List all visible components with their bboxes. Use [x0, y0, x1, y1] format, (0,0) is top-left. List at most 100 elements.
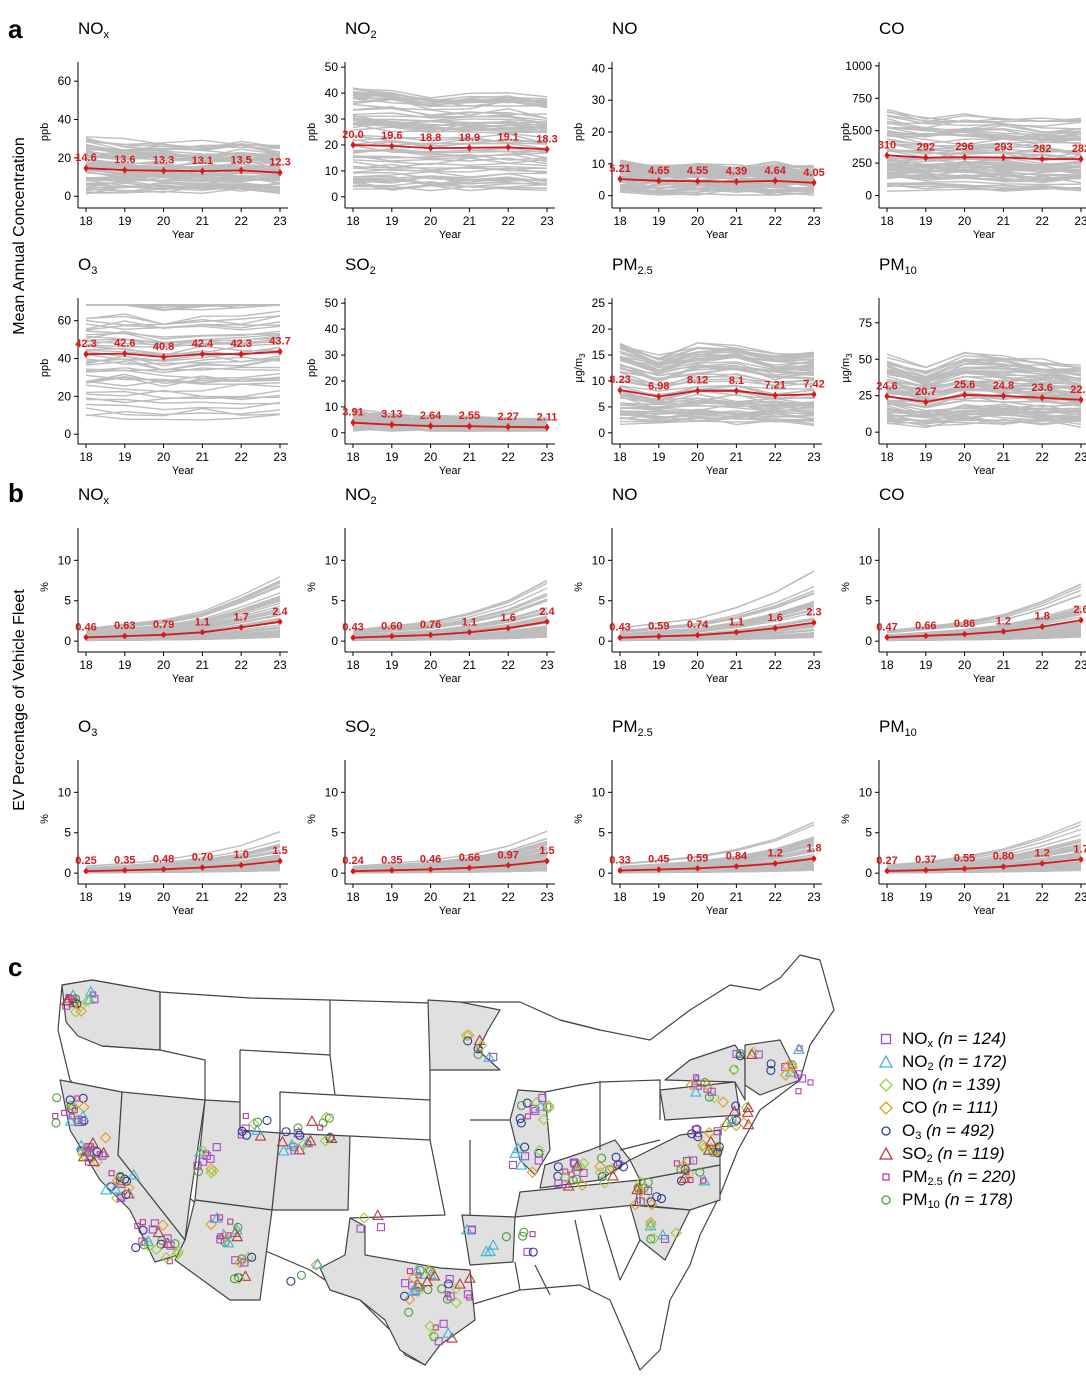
- site-marker: [240, 1258, 249, 1267]
- site-marker: [689, 1156, 698, 1165]
- mean-point: [734, 864, 739, 869]
- mean-line: [352, 421, 548, 429]
- site-trend-line: [886, 148, 1082, 159]
- site-marker: [231, 1230, 244, 1242]
- site-marker: [277, 1144, 290, 1156]
- chart-a-so2: SO2 ppb 0 10 20 30 40 50 18 19 20 21 22 23 Year 3.91 3.1…: [306, 255, 557, 477]
- legend-label: SO: [902, 1144, 927, 1163]
- site-marker: [577, 1157, 590, 1170]
- legend-marker-icon: [880, 1033, 892, 1045]
- site-marker: [450, 1282, 463, 1295]
- site-marker: [445, 1274, 454, 1284]
- site-marker: [410, 1264, 423, 1276]
- site-trend-line: [619, 181, 815, 193]
- x-tick-label: 20: [157, 658, 171, 672]
- x-tick-label: 18: [613, 890, 627, 904]
- y-tick-label: 25: [859, 389, 873, 403]
- legend-marker-icon: [878, 1054, 894, 1068]
- data-label: 282: [1072, 143, 1086, 155]
- site-trend-line: [886, 351, 1082, 370]
- site-trend-line: [352, 171, 548, 182]
- site-marker: [728, 1105, 741, 1116]
- site-marker: [356, 1224, 365, 1233]
- y-axis-label: µg/m3: [573, 353, 587, 383]
- site-trend-line: [619, 186, 815, 194]
- x-tick-label: 18: [346, 890, 360, 904]
- site-marker: [530, 1096, 543, 1109]
- chart-b-o3: O3% 0 5 10 18 19 20 21 22 23 Year 0.25 0.35 0.48 0.70 1…: [39, 717, 288, 917]
- site-marker: [519, 1227, 529, 1237]
- x-tick-label: 23: [273, 214, 287, 228]
- x-tick-label: 23: [1074, 890, 1086, 904]
- legend-label: NO: [902, 1075, 928, 1094]
- y-tick-label: 20: [592, 322, 606, 336]
- data-label: 293: [994, 142, 1012, 154]
- site-trend-line: [85, 868, 281, 874]
- site-marker: [704, 1092, 714, 1102]
- site-trend-line: [352, 625, 548, 640]
- site-marker: [446, 1292, 455, 1301]
- site-trend-line: [352, 138, 548, 149]
- site-marker: [727, 1064, 740, 1076]
- site-marker: [576, 1179, 589, 1192]
- site-marker: [683, 1167, 695, 1180]
- mean-point: [734, 179, 739, 184]
- x-tick-label: 22: [502, 214, 516, 228]
- y-axis-title-a: Mean Annual Concentration: [11, 137, 28, 334]
- x-tick-label: 20: [691, 890, 705, 904]
- site-marker: [199, 1157, 208, 1166]
- site-trend-line: [352, 155, 548, 165]
- legend-marker-icon: [881, 1126, 891, 1136]
- x-axis-label: Year: [172, 673, 195, 685]
- site-marker: [516, 1118, 526, 1128]
- site-marker: [462, 1029, 475, 1042]
- site-marker: [60, 994, 73, 1006]
- site-marker: [501, 1232, 511, 1242]
- site-trend-line: [352, 629, 548, 640]
- site-marker: [516, 1100, 527, 1111]
- legend-subscript: 2: [926, 1153, 933, 1165]
- mean-line: [352, 144, 548, 151]
- site-marker: [594, 1166, 607, 1179]
- site-trend-line: [85, 187, 281, 194]
- site-trend-line: [886, 184, 1082, 192]
- y-tick-label: 5: [598, 826, 605, 840]
- mean-point: [83, 635, 89, 640]
- site-marker: [742, 1101, 755, 1113]
- site-trend-line: [85, 407, 281, 417]
- mean-point: [656, 394, 662, 399]
- mean-point: [238, 351, 244, 357]
- mean-line: [85, 167, 281, 174]
- mean-point: [544, 425, 550, 430]
- site-marker: [689, 1085, 702, 1097]
- mean-point: [617, 176, 623, 182]
- data-label: 18.3: [536, 133, 557, 145]
- site-marker: [450, 1296, 463, 1309]
- site-trend-line: [85, 310, 281, 326]
- mean-point: [656, 867, 662, 872]
- mean-point: [1078, 397, 1084, 403]
- legend-entry: PM2.5 (n = 220): [878, 1165, 1016, 1188]
- legend-marker-icon: [881, 1195, 891, 1205]
- mean-point: [505, 625, 511, 631]
- mean-point: [962, 631, 967, 637]
- site-trend-line: [886, 388, 1082, 398]
- site-marker: [657, 1193, 667, 1204]
- data-label: 310: [878, 139, 896, 151]
- site-marker: [358, 1212, 370, 1224]
- site-trend-line: [85, 599, 281, 634]
- site-trend-line: [886, 141, 1082, 147]
- y-tick-label: 50: [859, 352, 873, 366]
- mean-point: [544, 619, 550, 625]
- x-tick-label: 18: [79, 214, 93, 228]
- x-tick-label: 20: [157, 890, 171, 904]
- site-trend-line: [85, 610, 281, 637]
- mean-point: [83, 351, 89, 357]
- site-marker: [296, 1270, 306, 1280]
- site-marker: [317, 1124, 324, 1131]
- site-marker: [526, 1166, 539, 1178]
- site-trend-line: [886, 405, 1082, 417]
- site-marker: [439, 1319, 448, 1328]
- mean-point: [1001, 864, 1006, 869]
